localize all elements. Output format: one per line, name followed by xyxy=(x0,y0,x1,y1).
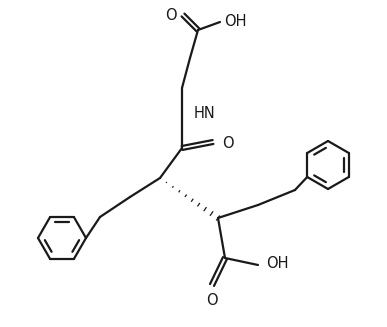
Text: O: O xyxy=(206,293,218,308)
Text: HN: HN xyxy=(194,107,216,122)
Text: OH: OH xyxy=(224,14,247,29)
Text: OH: OH xyxy=(266,255,288,270)
Text: O: O xyxy=(222,136,234,151)
Text: O: O xyxy=(165,9,177,24)
